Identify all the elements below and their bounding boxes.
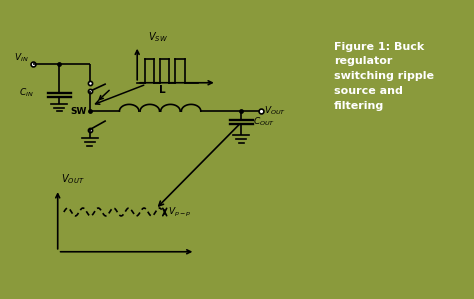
Text: L: L [159,85,165,95]
Text: Figure 1: Buck
regulator
switching ripple
source and
filtering: Figure 1: Buck regulator switching rippl… [334,42,434,111]
Text: $C_{IN}$: $C_{IN}$ [18,86,33,99]
Text: $V_{OUT}$: $V_{OUT}$ [264,105,286,118]
Text: $V_{OUT}$: $V_{OUT}$ [61,172,84,186]
Text: SW: SW [70,107,86,116]
Text: $C_{OUT}$: $C_{OUT}$ [254,115,275,128]
Text: $V_{p-p}$: $V_{p-p}$ [168,205,192,219]
Text: $V_{IN}$: $V_{IN}$ [14,52,29,64]
Text: $V_{SW}$: $V_{SW}$ [148,30,168,44]
